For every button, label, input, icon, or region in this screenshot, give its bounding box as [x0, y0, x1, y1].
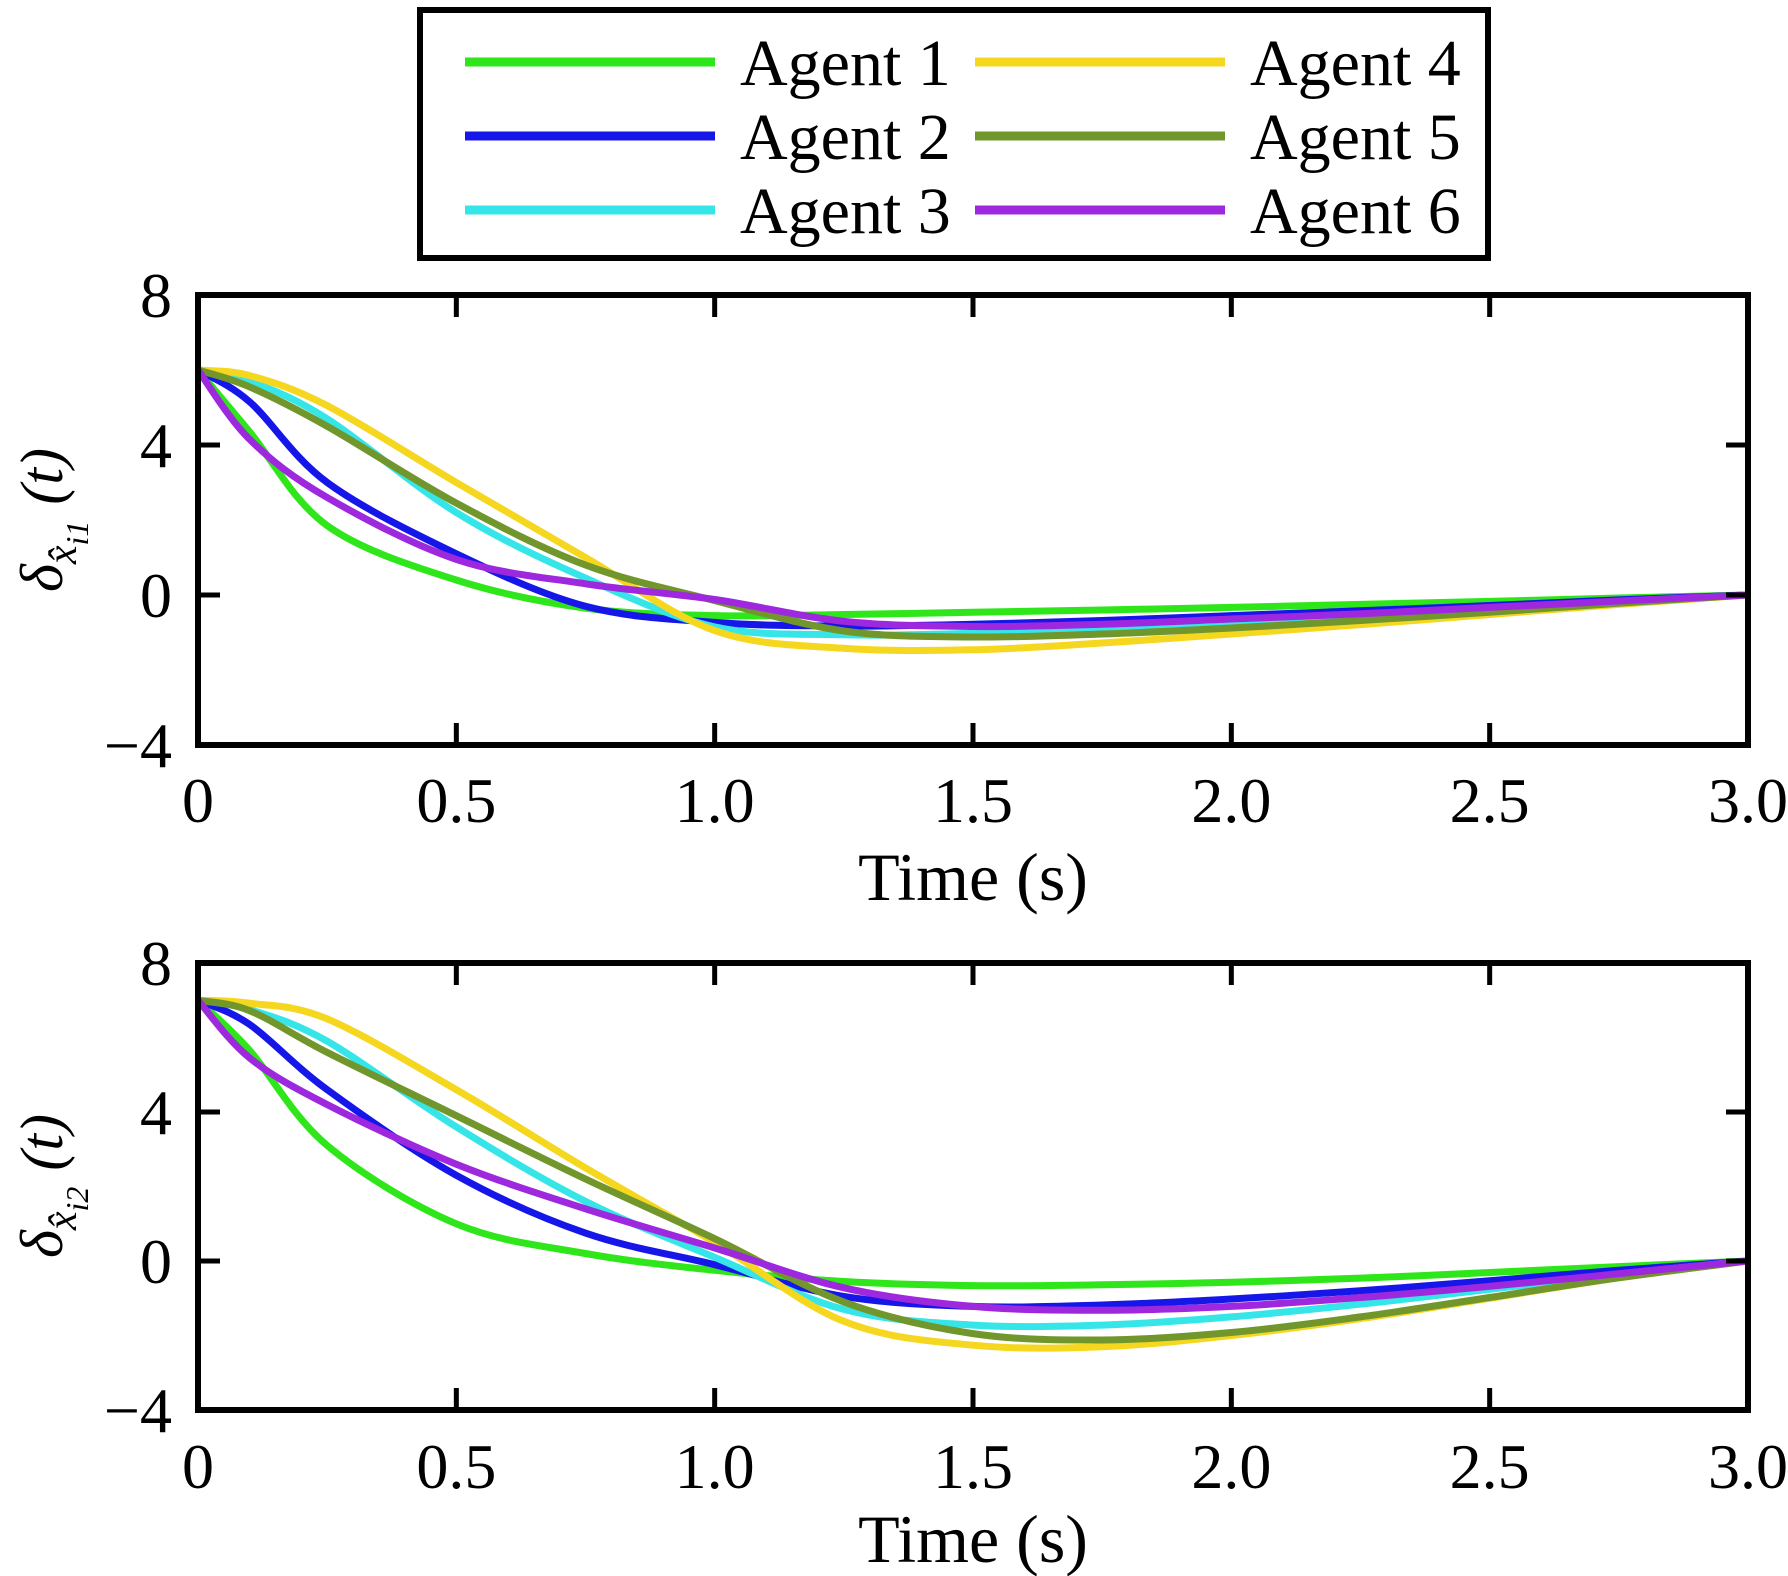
x-tick-label-bottom: 1.5 — [933, 1431, 1013, 1502]
legend-label-agent-3: Agent 3 — [740, 175, 951, 248]
legend-item-agent-6: Agent 6 — [975, 175, 1461, 248]
plot-bottom-ylabel: δx̂i2(t) — [9, 1114, 95, 1258]
x-tick-label-bottom: 0 — [182, 1431, 214, 1502]
series-line-agent-5-top — [198, 366, 1748, 641]
x-tick-label-bottom: 3.0 — [1708, 1431, 1788, 1502]
series-line-agent-1-top — [198, 366, 1748, 620]
legend-item-agent-4: Agent 4 — [975, 27, 1461, 100]
x-tick-label-top: 1.0 — [675, 765, 755, 836]
axes-box-top — [195, 292, 1751, 748]
plot-top-xlabel: Time (s) — [858, 839, 1088, 915]
x-tick-label-top: 2.5 — [1450, 765, 1530, 836]
legend-label-agent-1: Agent 1 — [740, 27, 951, 100]
legend-label-agent-6: Agent 6 — [1250, 175, 1461, 248]
series-group-top — [198, 366, 1748, 655]
series-line-agent-6-top — [198, 366, 1748, 631]
y-tick-label-bottom: 4 — [140, 1077, 172, 1148]
x-tick-label-bottom: 2.0 — [1191, 1431, 1271, 1502]
x-tick-label-bottom: 0.5 — [416, 1431, 496, 1502]
legend-label-agent-4: Agent 4 — [1250, 27, 1461, 100]
legend-item-agent-5: Agent 5 — [975, 101, 1461, 174]
y-tick-label-bottom: 0 — [140, 1226, 172, 1297]
y-tick-label-top: −4 — [104, 710, 172, 781]
x-tick-label-top: 2.0 — [1191, 765, 1271, 836]
legend-item-agent-2: Agent 2 — [465, 101, 951, 174]
legend-label-agent-2: Agent 2 — [740, 101, 951, 174]
plot-top-ylabel: δx̂i1(t) — [9, 448, 95, 592]
legend-item-agent-1: Agent 1 — [465, 27, 951, 100]
legend-item-agent-3: Agent 3 — [465, 175, 951, 248]
plot-bottom-xlabel: Time (s) — [858, 1501, 1088, 1576]
x-tick-label-top: 0.5 — [416, 765, 496, 836]
x-tick-label-top: 0 — [182, 765, 214, 836]
x-tick-label-top: 3.0 — [1708, 765, 1788, 836]
y-tick-label-top: 0 — [140, 560, 172, 631]
series-line-agent-6-bottom — [198, 996, 1748, 1314]
series-line-agent-5-bottom — [198, 996, 1748, 1344]
x-tick-label-bottom: 2.5 — [1450, 1431, 1530, 1502]
x-tick-label-top: 1.5 — [933, 765, 1013, 836]
x-tick-label-bottom: 1.0 — [675, 1431, 755, 1502]
series-line-agent-1-bottom — [198, 996, 1748, 1290]
y-tick-label-top: 4 — [140, 410, 172, 481]
series-group-bottom — [198, 996, 1748, 1352]
y-tick-label-top: 8 — [140, 260, 172, 331]
y-tick-label-bottom: 8 — [140, 928, 172, 999]
y-tick-label-bottom: −4 — [104, 1375, 172, 1446]
series-line-agent-3-top — [198, 366, 1748, 639]
legend-label-agent-5: Agent 5 — [1250, 101, 1461, 174]
